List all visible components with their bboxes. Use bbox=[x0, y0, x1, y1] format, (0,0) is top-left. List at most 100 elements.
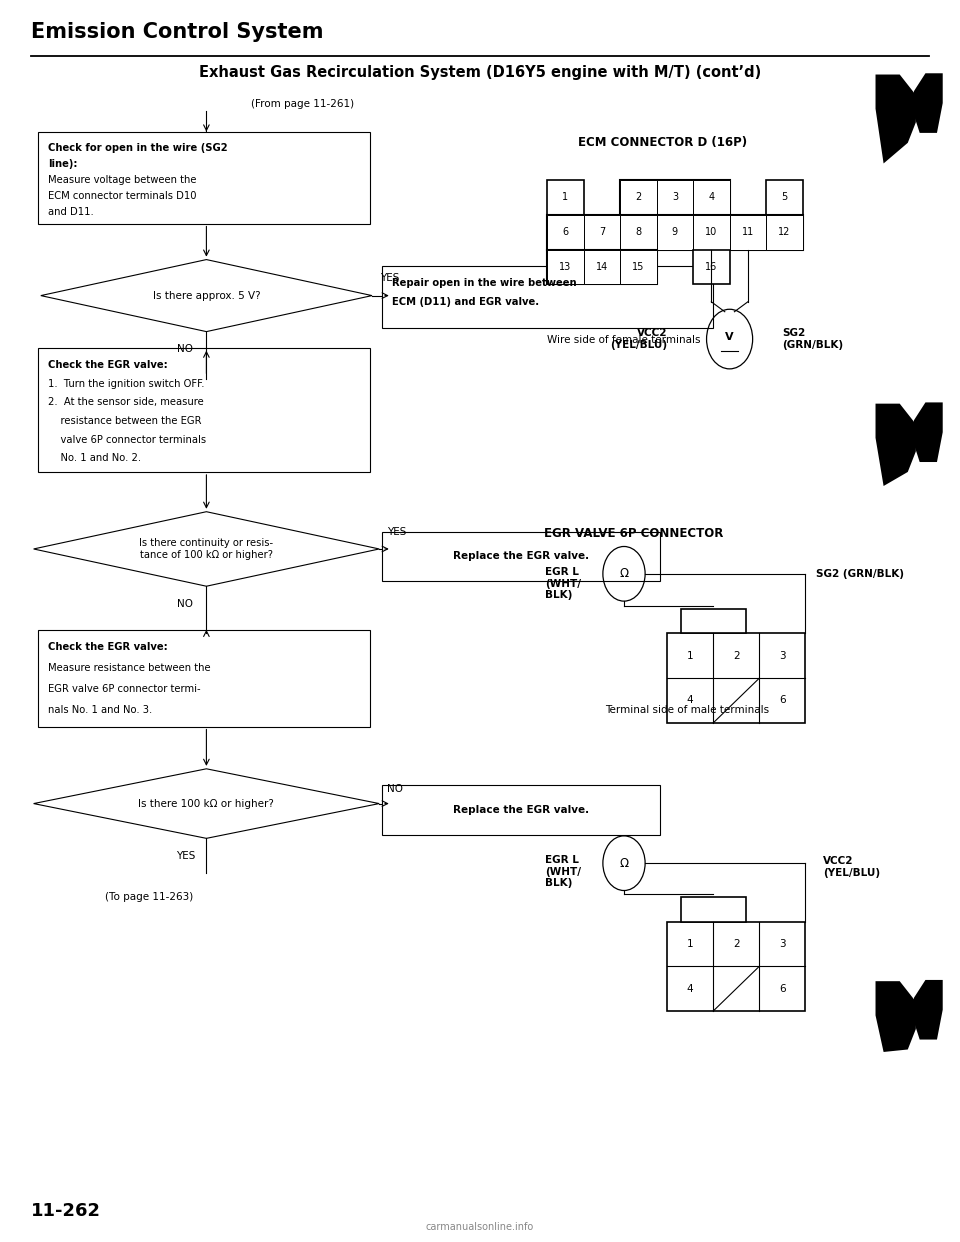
FancyBboxPatch shape bbox=[382, 532, 660, 581]
FancyBboxPatch shape bbox=[693, 180, 730, 215]
Text: Ω: Ω bbox=[619, 568, 629, 580]
Text: 6: 6 bbox=[780, 984, 785, 994]
FancyBboxPatch shape bbox=[620, 250, 657, 284]
Text: 11-262: 11-262 bbox=[31, 1202, 101, 1220]
Text: YES: YES bbox=[387, 527, 406, 537]
Text: (To page 11-263): (To page 11-263) bbox=[105, 892, 193, 902]
Text: ECM connector terminals D10: ECM connector terminals D10 bbox=[48, 191, 197, 201]
FancyBboxPatch shape bbox=[667, 922, 805, 1011]
Text: Is there approx. 5 V?: Is there approx. 5 V? bbox=[153, 291, 260, 301]
Text: (From page 11-261): (From page 11-261) bbox=[251, 99, 354, 109]
Text: 4: 4 bbox=[708, 193, 714, 202]
FancyBboxPatch shape bbox=[38, 348, 370, 472]
Text: EGR VALVE 6P CONNECTOR: EGR VALVE 6P CONNECTOR bbox=[544, 528, 723, 540]
Polygon shape bbox=[876, 981, 916, 1052]
FancyBboxPatch shape bbox=[730, 215, 766, 250]
Text: 1.  Turn the ignition switch OFF.: 1. Turn the ignition switch OFF. bbox=[48, 379, 204, 389]
Text: 1: 1 bbox=[687, 651, 693, 661]
Text: 3: 3 bbox=[780, 939, 785, 949]
Text: carmanualsonline.info: carmanualsonline.info bbox=[426, 1222, 534, 1232]
Text: Terminal side of male terminals: Terminal side of male terminals bbox=[605, 705, 769, 715]
Text: Emission Control System: Emission Control System bbox=[31, 22, 324, 42]
FancyBboxPatch shape bbox=[38, 630, 370, 727]
Text: 8: 8 bbox=[636, 227, 641, 237]
Text: Check the EGR valve:: Check the EGR valve: bbox=[48, 360, 168, 370]
FancyBboxPatch shape bbox=[547, 215, 584, 250]
Text: Repair open in the wire between: Repair open in the wire between bbox=[392, 278, 576, 288]
Text: VCC2
(YEL/BLU): VCC2 (YEL/BLU) bbox=[610, 328, 667, 350]
Text: 1: 1 bbox=[687, 939, 693, 949]
FancyBboxPatch shape bbox=[681, 609, 746, 633]
Text: NO: NO bbox=[387, 784, 403, 794]
Text: 13: 13 bbox=[560, 262, 571, 272]
Text: 2.  At the sensor side, measure: 2. At the sensor side, measure bbox=[48, 397, 204, 407]
Text: 11: 11 bbox=[742, 227, 754, 237]
Text: resistance between the EGR: resistance between the EGR bbox=[48, 416, 202, 426]
Text: 7: 7 bbox=[599, 227, 605, 237]
Text: 1: 1 bbox=[563, 193, 568, 202]
Text: and D11.: and D11. bbox=[48, 207, 94, 217]
FancyBboxPatch shape bbox=[657, 215, 693, 250]
FancyBboxPatch shape bbox=[584, 215, 620, 250]
Text: YES: YES bbox=[176, 851, 195, 861]
Text: EGR valve 6P connector termi-: EGR valve 6P connector termi- bbox=[48, 684, 201, 694]
Polygon shape bbox=[914, 402, 943, 462]
Text: 6: 6 bbox=[780, 696, 785, 705]
FancyBboxPatch shape bbox=[766, 215, 803, 250]
FancyBboxPatch shape bbox=[620, 180, 657, 215]
Polygon shape bbox=[914, 73, 943, 133]
Text: Replace the EGR valve.: Replace the EGR valve. bbox=[453, 551, 589, 561]
FancyBboxPatch shape bbox=[693, 215, 730, 250]
Text: Check for open in the wire (SG2: Check for open in the wire (SG2 bbox=[48, 143, 228, 153]
FancyBboxPatch shape bbox=[547, 180, 584, 215]
Text: 16: 16 bbox=[706, 262, 717, 272]
Text: V: V bbox=[726, 332, 733, 342]
FancyBboxPatch shape bbox=[382, 785, 660, 835]
Text: 2: 2 bbox=[733, 651, 739, 661]
Text: 2: 2 bbox=[636, 193, 641, 202]
FancyBboxPatch shape bbox=[547, 215, 803, 250]
Text: SG2 (GRN/BLK): SG2 (GRN/BLK) bbox=[816, 569, 904, 579]
Text: NO: NO bbox=[178, 599, 193, 609]
Polygon shape bbox=[876, 404, 916, 486]
FancyBboxPatch shape bbox=[382, 266, 713, 328]
FancyBboxPatch shape bbox=[681, 897, 746, 922]
Text: SG2
(GRN/BLK): SG2 (GRN/BLK) bbox=[782, 328, 844, 350]
Text: 6: 6 bbox=[563, 227, 568, 237]
Text: 2: 2 bbox=[733, 939, 739, 949]
Text: VCC2
(YEL/BLU): VCC2 (YEL/BLU) bbox=[823, 856, 880, 878]
Text: nals No. 1 and No. 3.: nals No. 1 and No. 3. bbox=[48, 705, 153, 715]
Text: Wire side of female terminals: Wire side of female terminals bbox=[547, 335, 701, 345]
FancyBboxPatch shape bbox=[657, 180, 693, 215]
Text: 15: 15 bbox=[633, 262, 644, 272]
Text: 14: 14 bbox=[596, 262, 608, 272]
Text: 10: 10 bbox=[706, 227, 717, 237]
Text: Check the EGR valve:: Check the EGR valve: bbox=[48, 642, 168, 652]
Text: ECM CONNECTOR D (16P): ECM CONNECTOR D (16P) bbox=[578, 137, 747, 149]
FancyBboxPatch shape bbox=[584, 250, 620, 284]
Text: YES: YES bbox=[379, 273, 399, 283]
Text: Ω: Ω bbox=[619, 857, 629, 869]
Text: Exhaust Gas Recirculation System (D16Y5 engine with M/T) (cont’d): Exhaust Gas Recirculation System (D16Y5 … bbox=[199, 65, 761, 79]
Polygon shape bbox=[876, 75, 916, 164]
Text: 3: 3 bbox=[672, 193, 678, 202]
Text: Measure resistance between the: Measure resistance between the bbox=[48, 663, 210, 673]
Text: 4: 4 bbox=[687, 984, 693, 994]
Text: EGR L
(WHT/
BLK): EGR L (WHT/ BLK) bbox=[545, 856, 581, 888]
Text: NO: NO bbox=[178, 344, 193, 354]
Text: Is there continuity or resis-
tance of 100 kΩ or higher?: Is there continuity or resis- tance of 1… bbox=[139, 538, 274, 560]
Text: Is there 100 kΩ or higher?: Is there 100 kΩ or higher? bbox=[138, 799, 275, 809]
Text: line):: line): bbox=[48, 159, 78, 169]
Text: Measure voltage between the: Measure voltage between the bbox=[48, 175, 197, 185]
FancyBboxPatch shape bbox=[667, 633, 805, 723]
Text: 9: 9 bbox=[672, 227, 678, 237]
Text: 12: 12 bbox=[779, 227, 790, 237]
Text: No. 1 and No. 2.: No. 1 and No. 2. bbox=[48, 453, 141, 463]
FancyBboxPatch shape bbox=[766, 180, 803, 215]
Text: valve 6P connector terminals: valve 6P connector terminals bbox=[48, 435, 206, 445]
FancyBboxPatch shape bbox=[620, 180, 730, 215]
FancyBboxPatch shape bbox=[693, 250, 730, 284]
FancyBboxPatch shape bbox=[547, 250, 657, 284]
Text: ECM (D11) and EGR valve.: ECM (D11) and EGR valve. bbox=[392, 297, 539, 307]
Text: Replace the EGR valve.: Replace the EGR valve. bbox=[453, 805, 589, 815]
